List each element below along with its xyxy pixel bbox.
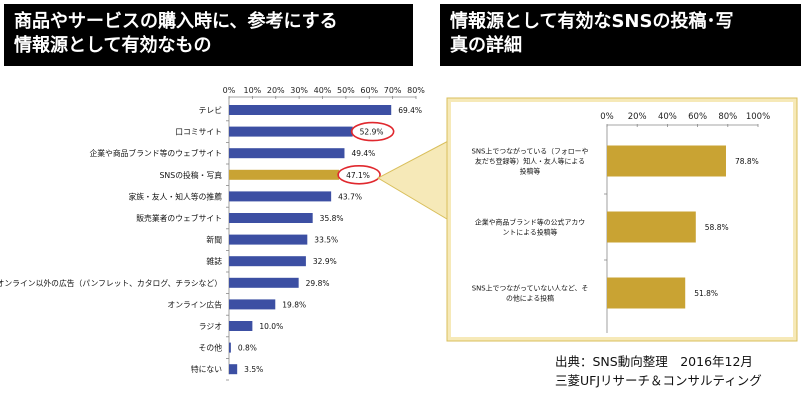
- right-category-label: SNS上でつながっていない人など、そ: [472, 284, 589, 293]
- right-category-label: 投稿等: [520, 167, 541, 176]
- right-value-label: 78.8%: [735, 157, 759, 166]
- left-bar: [229, 299, 276, 310]
- left-header-line2: 情報源として有効なもの: [14, 35, 212, 56]
- left-category-label: 特にない: [191, 364, 222, 374]
- left-category-label: 販売業者のウェブサイト: [136, 213, 222, 223]
- left-category-label: オンライン広告: [167, 299, 222, 309]
- left-tick-label: 10%: [243, 86, 261, 95]
- right-header: 情報源として有効なSNSの投稿･写 真の詳細: [440, 4, 801, 66]
- left-value-label: 3.5%: [244, 365, 263, 374]
- left-bar: [229, 213, 313, 223]
- right-bar-chart: 0% 20% 40% 60% 80% 100% 78.8% SNS上でつながっている（フォロー…: [472, 112, 770, 333]
- right-category-label: 友だち登録等）知人・友人等による: [475, 157, 585, 166]
- left-bar: [229, 321, 253, 331]
- left-value-label: 10.0%: [259, 322, 283, 331]
- left-value-label: 33.5%: [314, 236, 338, 245]
- left-value-label: 29.8%: [306, 279, 330, 288]
- callout-panel: [376, 97, 798, 342]
- left-tick-label: 30%: [290, 86, 308, 95]
- left-value-label: 32.9%: [313, 257, 337, 266]
- right-value-label: 58.8%: [705, 223, 729, 232]
- left-category-label: テレビ: [199, 106, 223, 115]
- left-category-label: ラジオ: [199, 322, 222, 331]
- source-note: 出典：SNS動向整理 2016年12月 三菱UFJリサーチ＆コンサルティング: [555, 352, 805, 390]
- right-tick-label: 20%: [628, 112, 647, 122]
- source-line1: 出典：SNS動向整理 2016年12月: [555, 354, 753, 369]
- source-line2: 三菱UFJリサーチ＆コンサルティング: [555, 373, 762, 388]
- left-tick-label: 0%: [223, 86, 236, 95]
- left-bar: [229, 364, 238, 375]
- right-header-line2: 真の詳細: [450, 35, 522, 56]
- left-category-label: 口コミサイト: [175, 128, 222, 137]
- left-header: 商品やサービスの購入時に、参考にする 情報源として有効なもの: [4, 4, 413, 66]
- left-category-label: SNSの投稿・写真: [159, 170, 222, 180]
- right-tick-label: 60%: [688, 112, 707, 122]
- left-bar-chart: 0% 10% 20% 30% 40% 50% 60% 70% 80% テレビ 69.4% 口コミサイト…: [0, 86, 425, 381]
- left-bar: [229, 169, 340, 180]
- left-value-label: 49.4%: [351, 149, 375, 158]
- left-bar: [229, 234, 308, 245]
- highlight-circle: [350, 121, 395, 142]
- left-tick-label: 80%: [407, 86, 425, 95]
- right-tick-label: 80%: [718, 112, 737, 122]
- right-category-label: の他による投稿: [506, 294, 554, 303]
- left-category-label: 家族・友人・知人等の推薦: [128, 191, 222, 201]
- left-tick-label: 60%: [360, 86, 378, 95]
- left-header-line1: 商品やサービスの購入時に、参考にする: [14, 11, 338, 32]
- right-tick-label: 0%: [600, 112, 614, 122]
- right-header-line1: 情報源として有効なSNSの投稿･写: [450, 11, 734, 32]
- right-value-label: 51.8%: [694, 289, 718, 298]
- right-category-label: 企業や商品ブランド等の公式アカウ: [475, 218, 585, 227]
- left-bar: [229, 277, 299, 288]
- right-tick-label: 40%: [658, 112, 677, 122]
- right-category-label: ントによる投稿等: [503, 228, 558, 237]
- left-tick-label: 40%: [314, 86, 332, 95]
- left-bar: [229, 342, 231, 353]
- right-bar: [607, 211, 696, 243]
- left-bar: [229, 148, 345, 159]
- left-tick-label: 20%: [267, 86, 285, 95]
- right-category-label: SNS上でつながっている（フォローや: [472, 147, 589, 156]
- left-category-label: オンライン以外の広告（パンフレット、カタログ、チラシなど）: [0, 278, 222, 288]
- left-bar: [229, 105, 392, 115]
- left-category-label: 新聞: [206, 235, 222, 245]
- left-value-label: 69.4%: [398, 106, 422, 115]
- left-bar: [229, 191, 332, 202]
- left-value-label: 47.1%: [346, 171, 370, 180]
- left-value-label: 35.8%: [320, 214, 344, 223]
- callout-pointer: [376, 138, 453, 223]
- right-bar: [607, 277, 686, 309]
- left-bar: [229, 256, 306, 267]
- left-tick-label: 50%: [337, 86, 355, 95]
- left-value-label: 43.7%: [338, 192, 362, 201]
- left-category-label: その他: [199, 343, 223, 353]
- left-bar: [229, 126, 353, 137]
- left-category-label: 企業や商品ブランド等のウェブサイト: [89, 148, 222, 158]
- left-tick-label: 70%: [384, 86, 402, 95]
- highlight-circle: [337, 165, 381, 185]
- left-value-label: 19.8%: [282, 300, 306, 309]
- left-value-label: 0.8%: [238, 344, 257, 353]
- right-tick-label: 100%: [746, 112, 770, 122]
- left-value-label: 52.9%: [360, 128, 384, 137]
- left-category-label: 雑誌: [206, 256, 222, 266]
- right-bar: [607, 145, 726, 177]
